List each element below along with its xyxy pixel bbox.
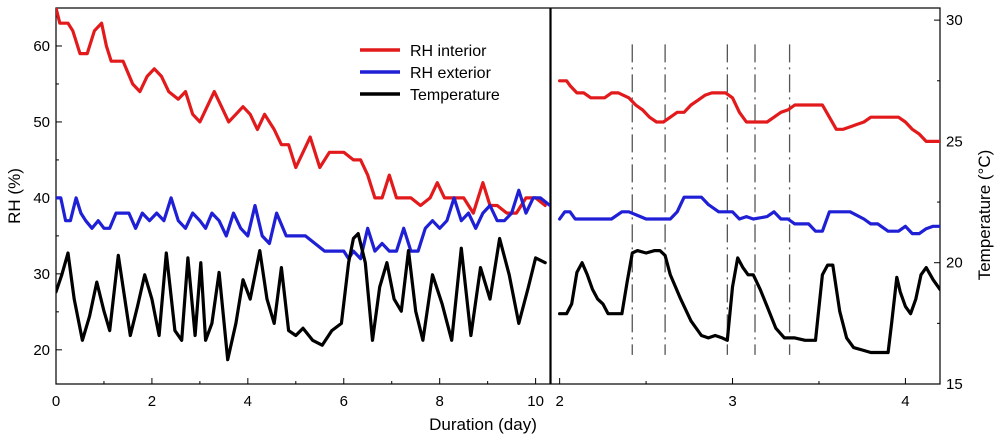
y-tick-label-right-25: 25: [946, 133, 963, 150]
x-tick-label-right-4: 4: [901, 393, 909, 410]
x-tick-label-left-4: 4: [244, 393, 252, 410]
y-tick-label-left-30: 30: [33, 266, 50, 283]
x-tick-label-left-2: 2: [148, 393, 156, 410]
series-line-right-rh-exterior: [558, 195, 940, 236]
legend-label-rh-interior: RH interior: [410, 43, 487, 60]
y-tick-label-left-60: 60: [33, 38, 50, 55]
right-panel: 2 3 4 15 20 25 30: [550, 7, 963, 410]
series-line-right-rh-interior: [558, 79, 940, 143]
y-tick-label-right-15: 15: [946, 376, 963, 393]
x-tick-label-left-10: 10: [527, 393, 544, 410]
legend-label-temperature: Temperature: [410, 87, 500, 104]
legend-label-rh-exterior: RH exterior: [410, 65, 492, 82]
x-tick-label-left-8: 8: [436, 393, 444, 410]
series-line-left-rh-interior: [56, 8, 547, 215]
y-tick-label-right-20: 20: [946, 255, 963, 272]
left-panel: 0 2 4 6 8 10 20 30 40 50 60: [33, 7, 551, 410]
right-plot-frame: [550, 7, 941, 385]
y-tick-label-right-30: 30: [946, 12, 963, 29]
series-line-right-temperature: [558, 249, 940, 355]
series-line-left-temperature: [56, 232, 547, 362]
x-tick-label-left-6: 6: [340, 393, 348, 410]
series-line-left-rh-exterior: [56, 188, 550, 261]
x-tick-label-right-3: 3: [728, 393, 736, 410]
y-tick-label-left-20: 20: [33, 342, 50, 359]
left-plot-frame: [55, 7, 551, 385]
x-tick-label-right-2: 2: [555, 393, 563, 410]
x-axis-label-duration: Duration (day): [429, 415, 537, 434]
y-tick-label-left-40: 40: [33, 190, 50, 207]
y-tick-label-left-50: 50: [33, 114, 50, 131]
y2-axis-label-temperature: Temperature (°C): [975, 150, 994, 281]
x-tick-label-left-0: 0: [52, 393, 60, 410]
y-axis-label-rh: RH (%): [5, 168, 24, 224]
legend: RH interior RH exterior Temperature: [360, 43, 500, 104]
